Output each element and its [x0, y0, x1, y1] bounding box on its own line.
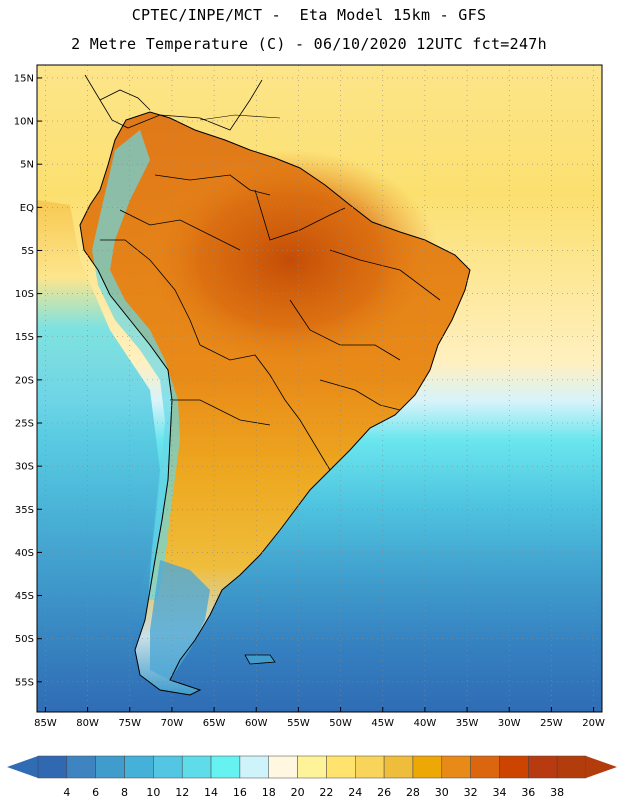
colorbar-swatch — [181, 755, 212, 779]
colorbar-label: 28 — [406, 786, 420, 799]
colorbar-swatch — [124, 755, 154, 779]
interior-heat-zone — [140, 150, 440, 370]
border-bolivia-paraguay — [199, 344, 301, 421]
lat-tick-label: 30S — [15, 462, 34, 473]
colorbar-swatch — [412, 755, 443, 779]
colorbar-label: 34 — [492, 786, 506, 799]
latitude-axis: 15N 10N 5N EQ 5S 10S 15S 20S 25S 30S 35S 40S 45S 50S 5… — [14, 73, 42, 688]
colorbar-swatch — [37, 755, 68, 779]
colorbar-under-arrow — [7, 756, 38, 778]
lon-tick-label: 35W — [456, 718, 479, 729]
colorbar-label: 32 — [464, 786, 478, 799]
colorbar-label: 4 — [63, 786, 70, 799]
pacific-field — [37, 200, 160, 712]
lat-tick-label: 55S — [15, 677, 34, 688]
lat-tick-label: 10S — [15, 289, 34, 300]
lat-tick-label: EQ — [20, 203, 34, 214]
lat-tick-label: 10N — [14, 117, 34, 128]
lon-tick-label: 40W — [414, 718, 437, 729]
colorbar-label: 8 — [121, 786, 128, 799]
lon-tick-label: 80W — [76, 718, 99, 729]
graticule — [37, 65, 602, 712]
lon-tick-label: 60W — [245, 718, 268, 729]
colorbar-swatch — [210, 755, 241, 779]
colorbar-swatch — [383, 755, 414, 779]
colorbar-swatch — [326, 755, 356, 779]
border-colombia-peru — [119, 209, 241, 251]
colorbar-label: 30 — [435, 786, 449, 799]
andes-cool-band — [92, 130, 180, 600]
lat-tick-label: 35S — [15, 505, 34, 516]
lat-tick-label: 50S — [15, 634, 34, 645]
colorbar-swatch — [441, 755, 471, 779]
colorbar-label: 16 — [233, 786, 247, 799]
chart-title-line2: 2 Metre Temperature (C) - 06/10/2020 12U… — [71, 35, 547, 53]
border-brazil-uruguay — [299, 419, 331, 471]
lon-tick-label: 50W — [329, 718, 352, 729]
lon-tick-label: 20W — [582, 718, 605, 729]
colorbar-swatch — [239, 755, 269, 779]
lon-tick-label: 45W — [371, 718, 394, 729]
lat-tick-label: 5N — [20, 160, 34, 171]
chart-title-line1: CPTEC/INPE/MCT - Eta Model 15km - GFS — [131, 6, 487, 24]
colorbar-swatch — [556, 755, 587, 779]
border-peru-brazil — [100, 239, 201, 346]
lon-tick-label: 75W — [118, 718, 141, 729]
colorbar-label: 38 — [550, 786, 564, 799]
colorbar-label: 26 — [377, 786, 391, 799]
coastline — [79, 111, 471, 696]
lon-tick-label: 25W — [540, 718, 563, 729]
colorbar-label: 18 — [262, 786, 276, 799]
colorbar-swatch — [95, 755, 125, 779]
lat-tick-label: 15N — [14, 73, 34, 84]
lat-tick-label: 45S — [15, 591, 34, 602]
colorbar: 4 6 8 10 12 14 16 18 20 22 24 26 28 30 32 34 36 38 — [7, 755, 617, 799]
colorbar-label: 36 — [521, 786, 535, 799]
lon-tick-label: 55W — [287, 718, 310, 729]
border-brazil-states-north — [329, 249, 441, 301]
colorbar-swatch — [153, 755, 183, 779]
lat-tick-label: 25S — [15, 419, 34, 430]
lon-tick-label: 65W — [203, 718, 226, 729]
border-brazil-states-central — [289, 299, 401, 361]
map-frame — [36, 64, 603, 713]
colorbar-swatch — [297, 755, 327, 779]
colorbar-label: 6 — [92, 786, 99, 799]
colorbar-label: 24 — [348, 786, 362, 799]
caribbean-islands-outline — [199, 114, 281, 121]
colorbar-label: 20 — [291, 786, 305, 799]
longitude-axis: 85W 80W 75W 70W 65W 60W 55W 50W 45W 40W 35W 30W 25W 2… — [34, 707, 605, 729]
country-borders — [100, 174, 441, 471]
patagonia-cool-zone — [150, 560, 210, 680]
colorbar-over-arrow — [586, 756, 617, 778]
border-brazil-states-south — [319, 379, 401, 411]
border-guianas — [254, 189, 346, 241]
lat-tick-label: 15S — [15, 332, 34, 343]
colorbar-swatch — [499, 755, 529, 779]
lon-tick-label: 85W — [34, 718, 57, 729]
lon-tick-label: 70W — [161, 718, 184, 729]
colorbar-label: 22 — [319, 786, 333, 799]
falkland-islands — [244, 654, 276, 665]
lat-tick-label: 5S — [21, 246, 34, 257]
colorbar-swatch — [268, 755, 298, 779]
colorbar-swatch — [66, 755, 96, 779]
colorbar-label: 14 — [204, 786, 218, 799]
colorbar-swatch — [470, 755, 500, 779]
lon-tick-label: 30W — [498, 718, 521, 729]
colorbar-label: 10 — [146, 786, 160, 799]
border-venezuela-colombia — [154, 174, 271, 196]
lat-tick-label: 20S — [15, 375, 34, 386]
lat-tick-label: 40S — [15, 548, 34, 559]
colorbar-swatch — [528, 755, 558, 779]
colorbar-label: 12 — [175, 786, 189, 799]
colorbar-swatch — [355, 755, 385, 779]
border-chile-argentina-north — [170, 399, 271, 426]
